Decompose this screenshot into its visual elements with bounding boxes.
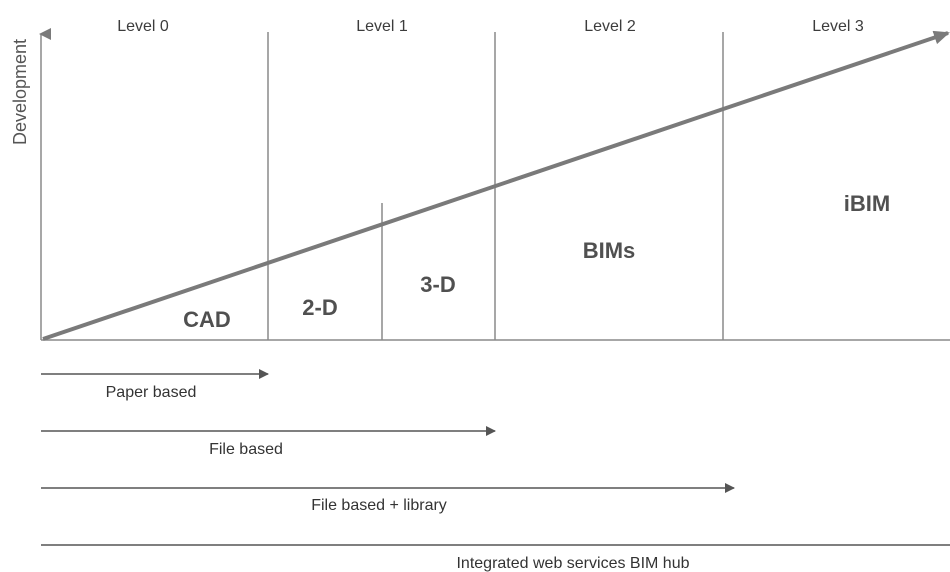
file-based-library-label: File based + library bbox=[311, 497, 447, 514]
zone-bims-label: BIMs bbox=[583, 238, 636, 263]
file-based-label: File based bbox=[209, 441, 283, 458]
zone-2d-label: 2-D bbox=[302, 295, 337, 320]
maturity-trend-arrow bbox=[42, 30, 950, 341]
web-hub-label: Integrated web services BIM hub bbox=[456, 555, 689, 572]
zone-cad-label: CAD bbox=[183, 307, 231, 332]
y-axis-label: Development bbox=[10, 39, 30, 145]
level-1-label: Level 1 bbox=[356, 18, 408, 35]
level-0-label: Level 0 bbox=[117, 18, 169, 35]
zone-ibim-label: iBIM bbox=[844, 191, 890, 216]
paper-based-label: Paper based bbox=[106, 384, 197, 401]
level-3-label: Level 3 bbox=[812, 18, 864, 35]
level-2-label: Level 2 bbox=[584, 18, 636, 35]
zone-3d-label: 3-D bbox=[420, 272, 455, 297]
